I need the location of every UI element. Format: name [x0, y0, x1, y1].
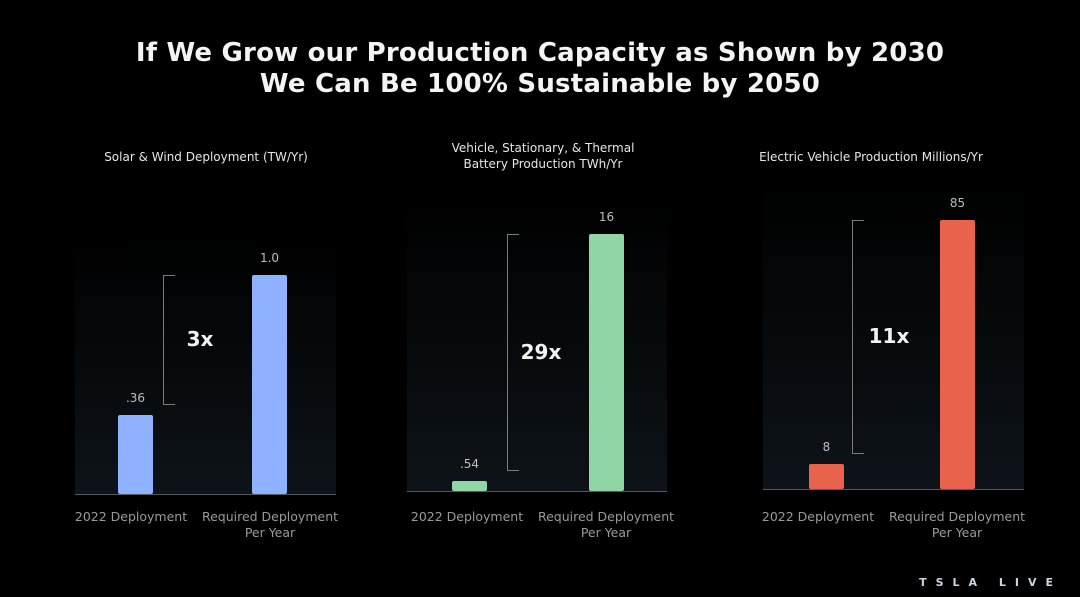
x-tick-label: Required Deployment Per Year — [537, 509, 675, 540]
bar-2022-deployment — [809, 463, 844, 489]
data-label: 16 — [598, 210, 615, 224]
plot-area — [763, 180, 1024, 489]
plot-area — [75, 235, 336, 494]
growth-multiplier: 29x — [520, 339, 562, 364]
data-label: 1.0 — [259, 251, 280, 265]
slide-title-line-2: We Can Be 100% Sustainable by 2050 — [259, 69, 821, 99]
tesla-live-logo: TSLA LIVE — [919, 576, 1062, 589]
chart-title: Vehicle, Stationary, & Thermal Battery P… — [451, 141, 635, 171]
bar-required-deployment — [940, 220, 975, 489]
data-label: 85 — [949, 196, 966, 210]
growth-multiplier: 11x — [868, 323, 910, 348]
data-label: .36 — [125, 391, 146, 406]
x-tick-label: 2022 Deployment — [761, 509, 875, 524]
comparison-bracket — [852, 220, 864, 454]
x-axis-baseline — [75, 494, 336, 495]
comparison-bracket — [507, 234, 519, 471]
x-tick-label: Required Deployment Per Year — [888, 509, 1026, 540]
x-axis-baseline — [407, 491, 667, 492]
x-tick-label: 2022 Deployment — [74, 509, 188, 524]
bar-2022-deployment — [452, 481, 487, 491]
slide-title-line-1: If We Grow our Production Capacity as Sh… — [135, 38, 945, 68]
x-tick-label: 2022 Deployment — [410, 509, 524, 524]
chart-title: Solar & Wind Deployment (TW/Yr) — [104, 150, 308, 164]
bar-required-deployment — [589, 234, 624, 491]
growth-multiplier: 3x — [186, 327, 214, 352]
data-label: 8 — [822, 439, 831, 454]
slide-title: If We Grow our Production Capacity as Sh… — [0, 38, 1080, 100]
chart-title: Electric Vehicle Production Millions/Yr — [759, 150, 983, 164]
bar-required-deployment — [252, 275, 287, 494]
x-axis-baseline — [763, 489, 1024, 490]
x-tick-label: Required Deployment Per Year — [201, 509, 339, 540]
bar-2022-deployment — [118, 415, 153, 494]
data-label: .54 — [459, 457, 480, 471]
comparison-bracket — [163, 275, 175, 406]
